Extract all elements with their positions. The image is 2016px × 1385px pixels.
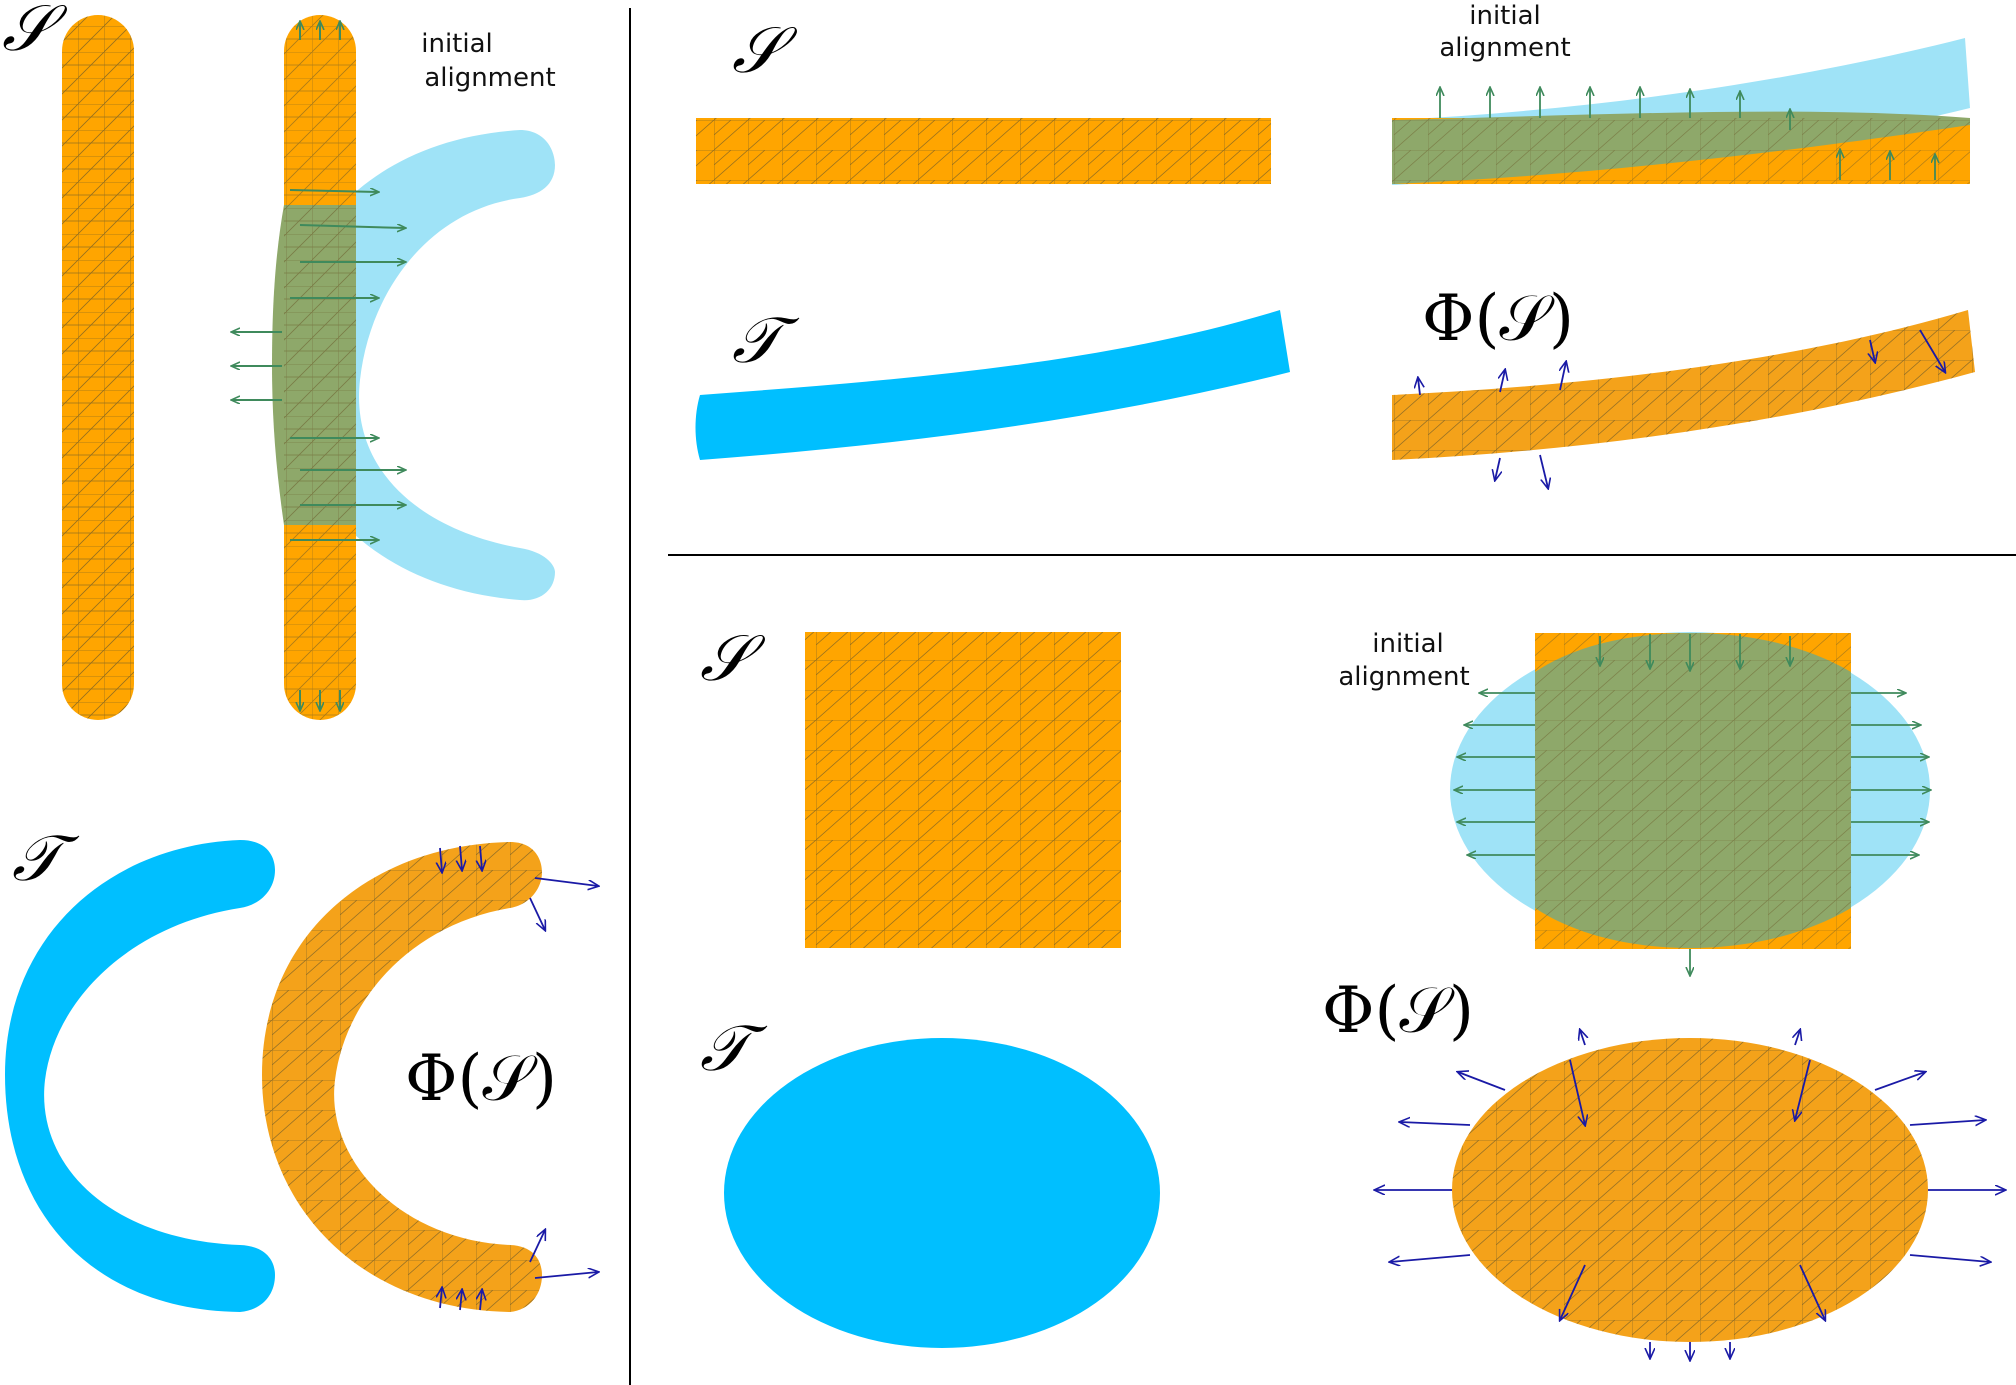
bottom-initial-label-2: alignment	[1338, 662, 1469, 692]
top-deformed-mesh	[1392, 310, 1975, 460]
bottom-source-symbol: 𝒮	[700, 622, 766, 696]
left-deformed-mesh	[262, 842, 542, 1312]
left-panel: 𝒮 initial alignment �	[2, 0, 598, 1312]
top-initial-arrows	[1440, 88, 1935, 180]
bottom-final-arrows	[1375, 1030, 2005, 1360]
left-source-symbol: 𝒮	[2, 0, 68, 66]
top-target-shape	[695, 310, 1290, 460]
bottom-source-mesh	[805, 632, 1121, 948]
left-initial-arrows	[232, 22, 405, 710]
top-initial-label-1: initial	[1469, 1, 1541, 31]
left-final-arrows	[440, 845, 598, 1311]
top-right-panel: 𝒮 𝒯 initial alignment Φ(𝒮)	[695, 1, 1975, 488]
bottom-deformed-mesh	[1452, 1038, 1928, 1342]
top-initial-label-2: alignment	[1439, 33, 1570, 63]
bottom-target-ellipse	[724, 1038, 1160, 1348]
top-initial-mesh	[1392, 118, 1970, 184]
top-source-mesh	[696, 118, 1271, 184]
left-initial-label-1: initial	[421, 29, 493, 59]
left-source-mesh	[62, 15, 134, 720]
left-initial-mesh	[284, 15, 356, 720]
bottom-initial-label-1: initial	[1372, 629, 1444, 659]
bottom-target-symbol: 𝒯	[700, 1012, 768, 1086]
bottom-right-panel: 𝒮 𝒯 initial alignment	[700, 622, 2005, 1360]
top-final-arrows	[1418, 329, 1945, 488]
bottom-initial-mesh	[1535, 633, 1851, 949]
top-target-symbol: 𝒯	[732, 304, 800, 378]
top-source-symbol: 𝒮	[732, 14, 798, 88]
left-target-symbol: 𝒯	[12, 822, 80, 896]
left-target-shape	[5, 840, 275, 1312]
top-deformed-symbol: Φ(𝒮)	[1422, 282, 1574, 356]
bottom-initial-arrows	[1455, 634, 1930, 975]
left-initial-label-2: alignment	[424, 63, 555, 93]
bottom-deformed-symbol: Φ(𝒮)	[1322, 974, 1474, 1048]
left-deformed-symbol: Φ(𝒮)	[405, 1042, 557, 1116]
